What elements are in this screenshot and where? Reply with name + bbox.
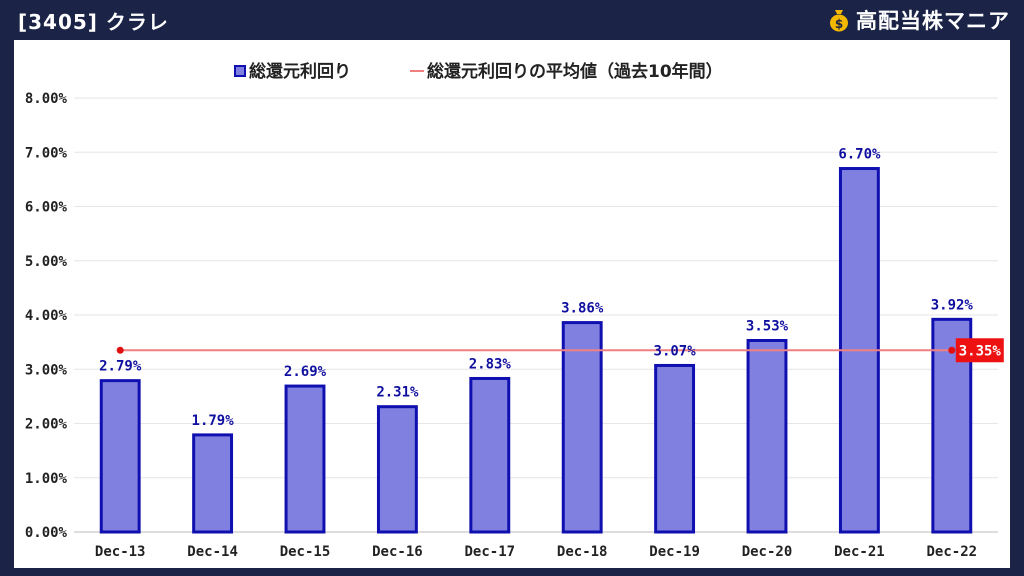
- y-tick-label: 1.00%: [25, 471, 68, 487]
- y-tick-label: 6.00%: [25, 200, 68, 216]
- x-tick-label: Dec-13: [95, 544, 146, 560]
- bar-dec-18: [561, 321, 603, 534]
- y-axis-ticks: 0.00% 1.00% 2.00% 3.00% 4.00% 5.00% 6.00% 7.00%…: [25, 91, 68, 541]
- bar-value-label: 1.79%: [192, 413, 235, 429]
- x-tick-label: Dec-16: [372, 544, 423, 560]
- bar-value-label: 3.07%: [654, 343, 697, 359]
- y-tick-label: 0.00%: [25, 525, 68, 541]
- bar-value-label: 2.83%: [469, 356, 512, 372]
- data-labels: 2.79% 1.79% 2.69% 2.31% 2.83% 3.86% 3.07% 3.53%…: [99, 147, 973, 429]
- brand-logo: $ 高配当株マニア: [828, 5, 1010, 35]
- legend-swatch-bar: [234, 65, 246, 77]
- x-tick-label: Dec-15: [280, 544, 331, 560]
- chart-panel: 0.00% 1.00% 2.00% 3.00% 4.00% 5.00% 6.00% 7.00%…: [14, 40, 1010, 568]
- average-end-marker: [948, 346, 956, 354]
- y-tick-label: 5.00%: [25, 254, 68, 270]
- legend-label-bar: 総還元利回り: [249, 61, 351, 82]
- x-tick-label: Dec-20: [742, 544, 793, 560]
- y-tick-label: 8.00%: [25, 91, 68, 107]
- x-tick-label: Dec-21: [834, 544, 885, 560]
- bar-value-label: 2.69%: [284, 364, 327, 380]
- bar-value-label: 3.86%: [561, 301, 604, 317]
- x-tick-label: Dec-18: [557, 544, 608, 560]
- x-tick-label: Dec-17: [465, 544, 516, 560]
- average-start-marker: [116, 346, 124, 354]
- y-tick-label: 7.00%: [25, 145, 68, 161]
- brand-name: 高配当株マニア: [856, 9, 1010, 33]
- bar-value-label: 3.53%: [746, 318, 789, 334]
- bar-dec-17: [469, 376, 511, 534]
- page-title: [3405] クラレ: [18, 10, 169, 34]
- bar-value-label: 2.31%: [376, 385, 419, 401]
- bar-value-label: 2.79%: [99, 359, 142, 375]
- bar-value-label: 3.92%: [931, 297, 974, 313]
- bar-dec-20: [746, 338, 788, 534]
- bar-dec-13: [99, 379, 141, 534]
- money-bag-icon: $: [830, 10, 848, 32]
- bar-dec-19: [654, 363, 696, 534]
- average-value-label: 3.35%: [959, 343, 1002, 359]
- x-tick-label: Dec-22: [927, 544, 978, 560]
- bar-dec-15: [284, 384, 326, 534]
- x-tick-label: Dec-19: [649, 544, 700, 560]
- x-tick-label: Dec-14: [187, 544, 238, 560]
- bar-dec-14: [192, 433, 234, 534]
- bar-dec-16: [376, 405, 418, 534]
- x-axis-ticks: Dec-13 Dec-14 Dec-15 Dec-16 Dec-17 Dec-18 Dec-…: [95, 544, 977, 560]
- bar-value-label: 6.70%: [838, 147, 881, 163]
- legend: 総還元利回り 総還元利回りの平均値（過去10年間）: [234, 61, 723, 82]
- y-tick-label: 4.00%: [25, 308, 68, 324]
- legend-label-line: 総還元利回りの平均値（過去10年間）: [427, 61, 723, 82]
- yield-bar-chart: 0.00% 1.00% 2.00% 3.00% 4.00% 5.00% 6.00% 7.00%…: [25, 61, 1004, 560]
- y-tick-label: 3.00%: [25, 362, 68, 378]
- average-label-box: [955, 338, 1004, 363]
- average-line-group: 3.35%: [116, 338, 1004, 363]
- svg-text:$: $: [835, 17, 843, 31]
- y-tick-label: 2.00%: [25, 417, 68, 433]
